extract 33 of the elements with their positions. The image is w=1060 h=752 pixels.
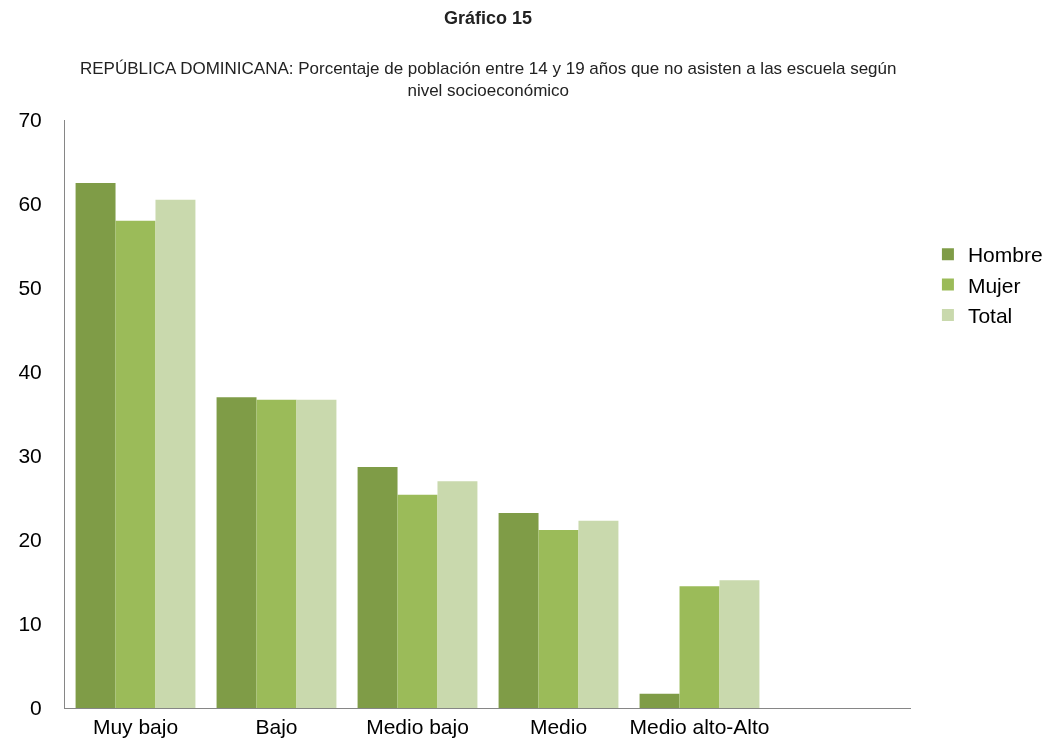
- bar: [357, 466, 398, 708]
- bar: [498, 513, 539, 708]
- bar: [115, 220, 156, 708]
- x-tick-label: Muy bajo: [92, 715, 179, 739]
- bar: [256, 399, 297, 708]
- chart-subtitle: REPÚBLICA DOMINICANA: Porcentaje de población entre 14 y 19 años que no asisten a las escuela según nivel socioeconómico: [80, 59, 897, 101]
- legend-label: Mujer: [967, 273, 1021, 297]
- y-tick-label: 20: [18, 528, 42, 552]
- bar: [538, 529, 579, 708]
- bar: [679, 586, 720, 708]
- bar: [397, 494, 438, 708]
- y-tick-label: 0: [30, 696, 42, 720]
- bar: [155, 199, 196, 708]
- bar: [75, 183, 116, 708]
- bar: [437, 481, 478, 708]
- y-tick-label: 30: [18, 444, 42, 468]
- y-tick-label: 60: [18, 192, 42, 216]
- legend-label: Hombre: [967, 243, 1043, 267]
- bar: [719, 580, 760, 708]
- bar: [578, 520, 619, 708]
- y-tick-label: 40: [18, 360, 42, 384]
- y-tick-label: 10: [18, 612, 42, 636]
- y-tick-label: 50: [18, 276, 42, 300]
- bar: [296, 399, 337, 708]
- x-tick-label: Medio alto-Alto: [629, 715, 770, 739]
- bar: [639, 693, 680, 708]
- x-tick-label: Medio bajo: [366, 715, 469, 739]
- legend-label: Total: [967, 304, 1013, 328]
- x-tick-label: Bajo: [255, 715, 298, 739]
- bar: [216, 397, 257, 708]
- y-tick-label: 70: [18, 108, 42, 132]
- chart-title: Gráfico 15: [443, 7, 533, 28]
- x-tick-label: Medio: [529, 715, 588, 739]
